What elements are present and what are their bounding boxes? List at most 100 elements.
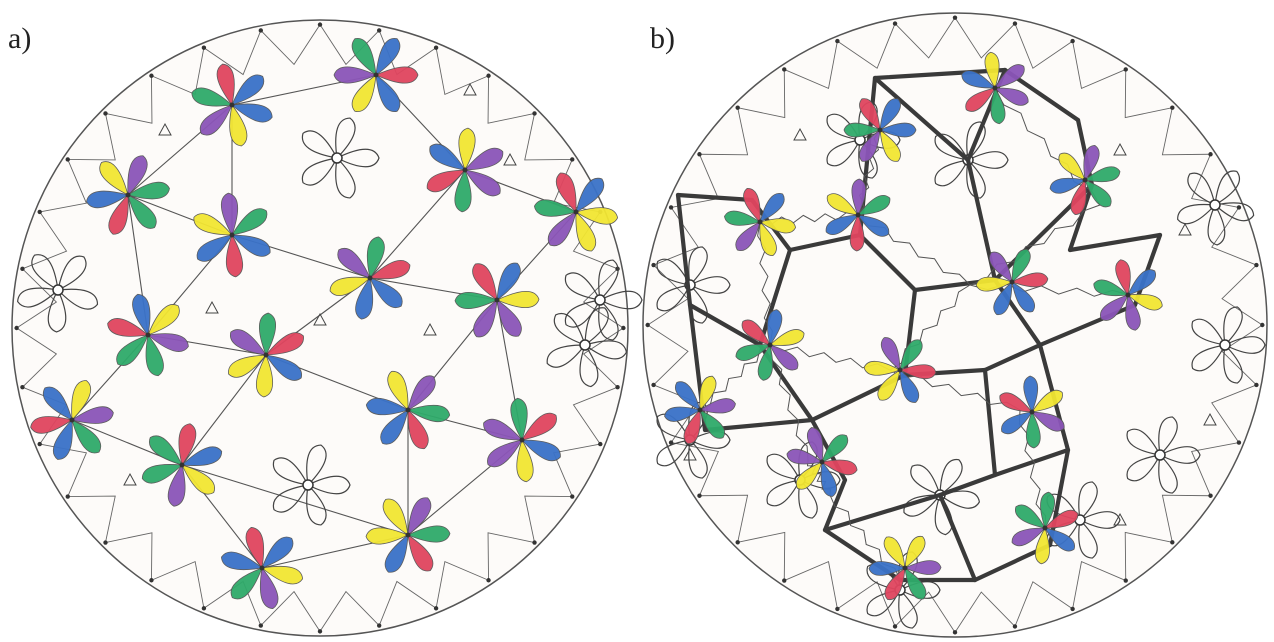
flower-center xyxy=(494,297,500,303)
flower-petal xyxy=(1093,279,1129,297)
flower-petal xyxy=(741,319,771,346)
lattice-edge xyxy=(675,192,693,308)
flower-petal xyxy=(575,211,597,252)
flower-petal xyxy=(30,416,73,434)
small-triangle-marker xyxy=(1203,412,1217,426)
flower-petal xyxy=(127,194,157,229)
rim-triangle xyxy=(319,24,380,66)
flower-center xyxy=(897,367,903,373)
vertex-dot xyxy=(14,325,19,331)
flower-petal xyxy=(664,406,701,422)
empty-petal xyxy=(598,290,643,310)
flower-petal xyxy=(496,299,522,337)
flower-petal xyxy=(965,87,996,112)
empty-petal xyxy=(656,284,692,312)
flower-petal xyxy=(375,38,401,76)
flower-center xyxy=(229,102,235,108)
rim-triangle xyxy=(699,107,749,156)
empty-petal xyxy=(934,493,953,536)
vertex-dot xyxy=(1012,21,1018,26)
rim-triangle xyxy=(894,591,956,633)
vertex-dot xyxy=(317,22,323,27)
colored-flower xyxy=(193,192,271,278)
flower-center xyxy=(1009,279,1015,285)
flower-petal xyxy=(990,87,1006,125)
empty-petal xyxy=(1223,306,1243,347)
flower-petal xyxy=(333,66,377,84)
flower-center xyxy=(259,565,265,571)
flower-petal xyxy=(487,439,523,468)
flower-petal xyxy=(265,332,304,356)
empty-flower xyxy=(1126,416,1201,494)
flower-petal xyxy=(521,439,561,462)
lattice-edge xyxy=(181,464,409,536)
colored-flower xyxy=(30,380,114,460)
flower-petal xyxy=(407,404,451,423)
panel-b-sphere xyxy=(642,12,1268,638)
rim-triangle xyxy=(1161,494,1211,543)
empty-petal xyxy=(31,254,59,292)
vertex-dot xyxy=(1170,540,1175,545)
rim-triangle xyxy=(67,495,116,543)
rim-triangle xyxy=(151,560,205,609)
flower-petal xyxy=(407,525,451,543)
vertex-dot xyxy=(735,105,740,110)
flower-petal xyxy=(821,459,858,476)
flower-petal xyxy=(849,214,865,252)
empty-petal xyxy=(898,588,918,629)
rim-triangle xyxy=(16,327,58,388)
vertex-dot xyxy=(1170,105,1175,110)
flower-petal xyxy=(42,386,73,421)
flower-petal xyxy=(994,64,1025,89)
rim-triangle xyxy=(67,113,116,161)
lattice-edge xyxy=(1067,232,1163,253)
flower-petal xyxy=(255,354,273,398)
flower-petal xyxy=(351,74,377,112)
small-triangle-marker xyxy=(793,127,807,141)
flower-petal xyxy=(735,344,771,361)
empty-center xyxy=(302,479,314,491)
colored-flower xyxy=(86,155,170,235)
lattice-edge xyxy=(757,247,793,348)
flower-petal xyxy=(859,129,881,162)
rim-triangle xyxy=(572,211,618,270)
flower-petal xyxy=(380,409,409,445)
empty-petal xyxy=(1078,518,1098,559)
flower-petal xyxy=(483,418,523,441)
flower-petal xyxy=(699,398,736,414)
rim-triangle xyxy=(524,113,573,161)
flower-petal xyxy=(988,251,1013,283)
flower-petal xyxy=(1044,527,1076,552)
empty-center xyxy=(1154,449,1166,461)
vertex-dot xyxy=(782,67,787,72)
flower-petal xyxy=(859,98,881,131)
flower-petal xyxy=(464,169,501,197)
lattice-edge xyxy=(1047,447,1071,548)
rim-triangle xyxy=(1124,531,1173,581)
empty-center xyxy=(1209,199,1221,211)
flower-petal xyxy=(993,281,1013,316)
flower-petal xyxy=(231,103,273,123)
empty-petal xyxy=(579,343,599,388)
rim-triangle xyxy=(837,581,896,627)
flower-petal xyxy=(496,262,521,301)
flower-petal xyxy=(883,536,906,569)
spring-bond xyxy=(969,204,1101,286)
flower-petal xyxy=(375,66,419,84)
flower-petal xyxy=(510,397,528,441)
vertex-dot xyxy=(376,623,382,628)
flower-center xyxy=(462,167,468,173)
vertex-dot xyxy=(1123,578,1128,583)
vertex-dot xyxy=(668,205,674,210)
empty-petal xyxy=(1078,511,1121,529)
flower-center xyxy=(757,219,763,225)
flower-petal xyxy=(699,375,717,411)
flower-petal xyxy=(1083,144,1100,181)
empty-petal xyxy=(47,288,67,333)
lattice-edge xyxy=(369,169,466,279)
lattice-edge xyxy=(937,492,978,583)
flower-center xyxy=(405,407,411,413)
flower-petal xyxy=(884,567,906,600)
vertex-dot xyxy=(103,111,108,116)
panel-b-label: b) xyxy=(650,22,675,55)
